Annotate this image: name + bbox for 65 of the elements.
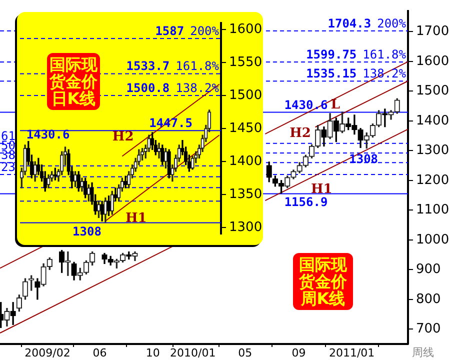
candlestick <box>33 161 37 182</box>
candlestick <box>96 200 101 218</box>
y-tick-label: 900 <box>416 262 441 277</box>
y-tick-label: 700 <box>416 322 441 336</box>
candlestick <box>76 171 80 192</box>
ref-line-label: 1587 <box>155 24 184 38</box>
x-tick-label: 2009/02 <box>24 346 70 360</box>
annotation: 161.8% <box>362 47 407 62</box>
candlestick <box>104 198 108 223</box>
y-tick-label: 1550 <box>229 54 262 70</box>
candlestick <box>65 251 71 276</box>
x-axis-title: 周线 <box>412 346 434 359</box>
candlestick <box>190 156 194 170</box>
series-label: L <box>330 97 340 112</box>
annotation: 200% <box>190 24 220 38</box>
ref-line-label: 1535.15 <box>306 66 357 81</box>
ref-line-label: 1704.3 <box>328 16 372 30</box>
y-tick-label: 1500 <box>229 88 262 103</box>
candlestick <box>80 178 84 192</box>
series-label: H2 <box>290 126 311 142</box>
ref-line-label: 1500.8 <box>126 80 170 95</box>
ref-line-label: 1533.7 <box>126 59 170 74</box>
y-tick-label: 1500 <box>416 84 450 98</box>
y-tick-label: 1700 <box>416 24 450 39</box>
series-label: H2 <box>112 129 134 144</box>
series-label: H1 <box>126 211 147 226</box>
annotation: 200% <box>377 16 407 30</box>
x-tick-label: 05 <box>238 346 252 360</box>
y-tick-label: 1100 <box>416 202 450 218</box>
candlestick <box>114 188 118 202</box>
y-tick-label: 1400 <box>229 154 262 169</box>
y-tick-label: 1200 <box>416 172 450 188</box>
candlestick <box>124 176 128 188</box>
y-tick-label: 1400 <box>416 113 450 128</box>
candlestick <box>83 178 88 198</box>
x-tick-label: 09 <box>292 346 306 360</box>
y-tick-label: 1600 <box>416 54 450 69</box>
annotation: 23 <box>1 160 16 174</box>
candlestick <box>86 184 91 202</box>
candlestick <box>167 149 171 178</box>
candlestick <box>100 200 104 222</box>
annotation: 1308 <box>72 224 102 238</box>
y-tick-label: 1350 <box>229 186 262 202</box>
candlestick <box>160 144 164 166</box>
text: 国际现货金价日K线 <box>47 53 100 110</box>
y-tick-label: 1600 <box>229 22 262 37</box>
x-tick-label: 2011/01 <box>328 346 375 360</box>
candlestick <box>46 174 50 188</box>
y-tick-label: 1450 <box>229 120 262 136</box>
candlestick <box>157 142 161 159</box>
annotation: 161.8% <box>176 59 220 74</box>
x-tick-label: 2010/01 <box>170 346 216 360</box>
x-tick-label: 10 <box>146 346 160 360</box>
y-tick-label: 1300 <box>416 143 450 158</box>
y-tick-label: 1000 <box>416 232 450 248</box>
x-tick-label: 06 <box>92 346 107 360</box>
series-label: H1 <box>311 182 332 198</box>
candlestick <box>140 148 144 161</box>
ref-line-label: 1156.9 <box>284 195 328 210</box>
y-tick-label: 800 <box>416 292 441 307</box>
candlestick <box>110 190 114 215</box>
y-tick-label: 1300 <box>229 220 262 235</box>
ref-line-label: 1599.75 <box>306 47 357 62</box>
candlestick <box>10 302 16 325</box>
text: 国际现货金价周K线 <box>293 253 353 310</box>
